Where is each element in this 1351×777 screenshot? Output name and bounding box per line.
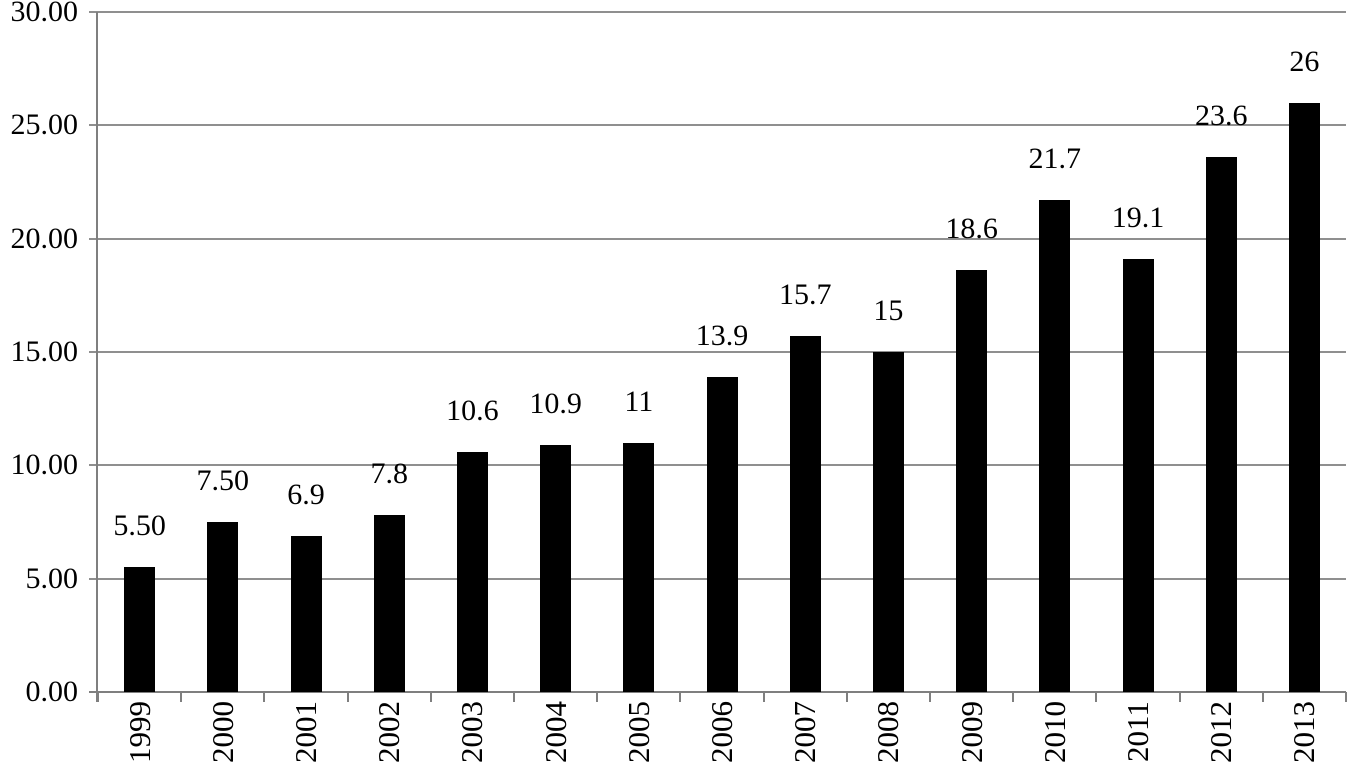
bar	[789, 336, 821, 692]
bar	[623, 442, 655, 692]
bar-value-label: 10.9	[529, 386, 582, 420]
bar-value-label: 23.6	[1194, 99, 1248, 133]
x-axis-tick	[263, 692, 266, 702]
bar	[456, 451, 488, 692]
x-axis-category-label: 2004	[537, 701, 573, 763]
x-axis-tick	[97, 692, 99, 702]
x-axis-category-label: 2003	[454, 701, 490, 763]
bar	[540, 444, 572, 692]
bar	[872, 352, 904, 692]
y-axis-tick-label: 5.00	[25, 561, 79, 595]
y-axis-tick-label: 0.00	[25, 675, 79, 708]
y-axis-tick-label: 15.00	[10, 335, 79, 368]
x-axis-tick	[1178, 692, 1181, 702]
bar-value-label: 7.50	[196, 464, 250, 497]
y-axis-line	[96, 12, 98, 702]
x-axis-category-label: 2005	[620, 701, 656, 763]
bar	[124, 567, 156, 692]
bar	[1122, 259, 1154, 692]
bar-value-label: 6.9	[287, 477, 325, 511]
x-axis-tick	[1012, 692, 1015, 702]
bar-value-label: 18.6	[945, 212, 998, 246]
bar	[1205, 157, 1237, 692]
x-axis-category-label: 2011	[1120, 701, 1155, 762]
gridline	[89, 237, 1346, 240]
x-axis-tick	[679, 692, 682, 702]
bar	[706, 376, 738, 692]
x-axis-line	[89, 691, 1346, 693]
x-axis-category-label: 2002	[371, 701, 407, 763]
bar	[1288, 102, 1320, 692]
x-axis-category-label: 2010	[1036, 701, 1072, 763]
y-axis-tick-label: 20.00	[10, 221, 79, 255]
bar-value-label: 7.8	[370, 457, 408, 491]
x-axis-category-label: 2013	[1286, 701, 1322, 763]
x-axis-category-label: 2008	[870, 701, 906, 763]
bar-value-label: 5.50	[113, 509, 166, 543]
y-axis-tick-label: 10.00	[10, 448, 79, 482]
bar	[207, 522, 239, 692]
gridline	[89, 11, 1346, 13]
x-axis-tick	[1095, 692, 1098, 702]
bar	[290, 535, 322, 692]
gridline	[89, 351, 1346, 353]
x-axis-tick	[762, 692, 765, 702]
bar-value-label: 15.7	[778, 278, 832, 312]
x-axis-tick	[346, 692, 349, 702]
x-axis-tick	[596, 692, 599, 702]
bar	[1039, 200, 1071, 692]
x-axis-tick	[845, 692, 848, 702]
x-axis-tick	[1261, 692, 1264, 702]
x-axis-category-label: 2007	[787, 701, 823, 763]
x-axis-tick	[1345, 692, 1347, 702]
x-axis-category-label: 1999	[121, 701, 157, 763]
gridline	[89, 124, 1346, 127]
x-axis-category-label: 2006	[704, 701, 739, 763]
bar	[956, 270, 988, 692]
x-axis-category-label: 2012	[1203, 701, 1239, 763]
bar-value-label: 11	[624, 384, 654, 418]
bar-value-label: 10.6	[446, 393, 499, 427]
bar-value-label: 13.9	[695, 318, 749, 352]
x-axis-category-label: 2001	[288, 701, 323, 763]
y-axis-tick-label: 25.00	[10, 108, 79, 142]
bar-value-label: 21.7	[1028, 142, 1082, 176]
x-axis-tick	[929, 692, 931, 702]
x-axis-tick	[429, 692, 432, 702]
x-axis-tick	[180, 692, 183, 702]
x-axis-category-label: 2000	[204, 701, 240, 763]
bar-value-label: 15	[873, 294, 904, 327]
bar-value-label: 19.1	[1111, 201, 1165, 235]
x-axis-category-label: 2009	[953, 701, 989, 763]
y-axis-tick-label: 30.00	[10, 0, 79, 28]
bar	[373, 515, 405, 692]
x-axis-tick	[513, 692, 515, 702]
bar-value-label: 26	[1289, 44, 1320, 78]
